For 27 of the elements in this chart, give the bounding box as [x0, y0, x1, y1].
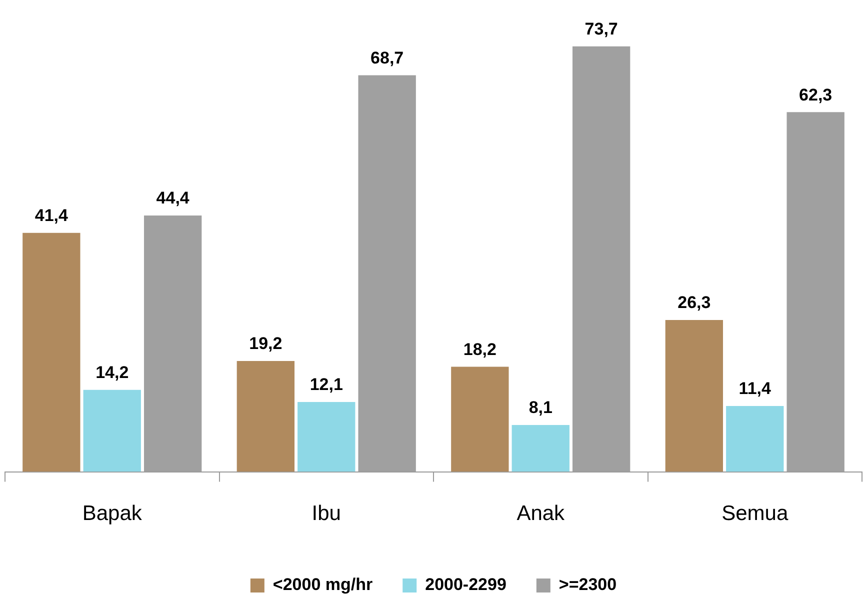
- data-label: 26,3: [678, 293, 711, 312]
- bar: [83, 390, 141, 472]
- data-label: 62,3: [799, 85, 832, 104]
- data-label: 41,4: [34, 206, 69, 226]
- bar: [298, 402, 356, 472]
- data-label: 14,2: [96, 363, 129, 382]
- data-label: 68,7: [370, 48, 404, 68]
- bar: [236, 360, 295, 472]
- x-tick-label: Anak: [516, 502, 566, 526]
- bar: [512, 425, 570, 472]
- data-label: 18,2: [463, 340, 496, 359]
- bar: [726, 406, 784, 472]
- data-label: 8,1: [528, 398, 552, 418]
- bar: [451, 366, 509, 472]
- bar: [665, 320, 724, 472]
- legend-label: >=2300: [558, 575, 617, 594]
- data-label: 11,4: [738, 379, 772, 398]
- legend-label: 2000-2299: [425, 575, 506, 594]
- x-tick-label: Semua: [722, 502, 788, 526]
- data-label: 44,4: [156, 188, 190, 208]
- x-tick-label: Ibu: [312, 502, 341, 526]
- data-label: 12,1: [310, 375, 343, 394]
- x-tick-label: Bapak: [82, 502, 142, 526]
- data-label: 73,7: [584, 20, 618, 39]
- legend-label: <2000 mg/hr: [272, 575, 373, 594]
- bar: [22, 232, 80, 472]
- data-label: 19,2: [249, 334, 282, 354]
